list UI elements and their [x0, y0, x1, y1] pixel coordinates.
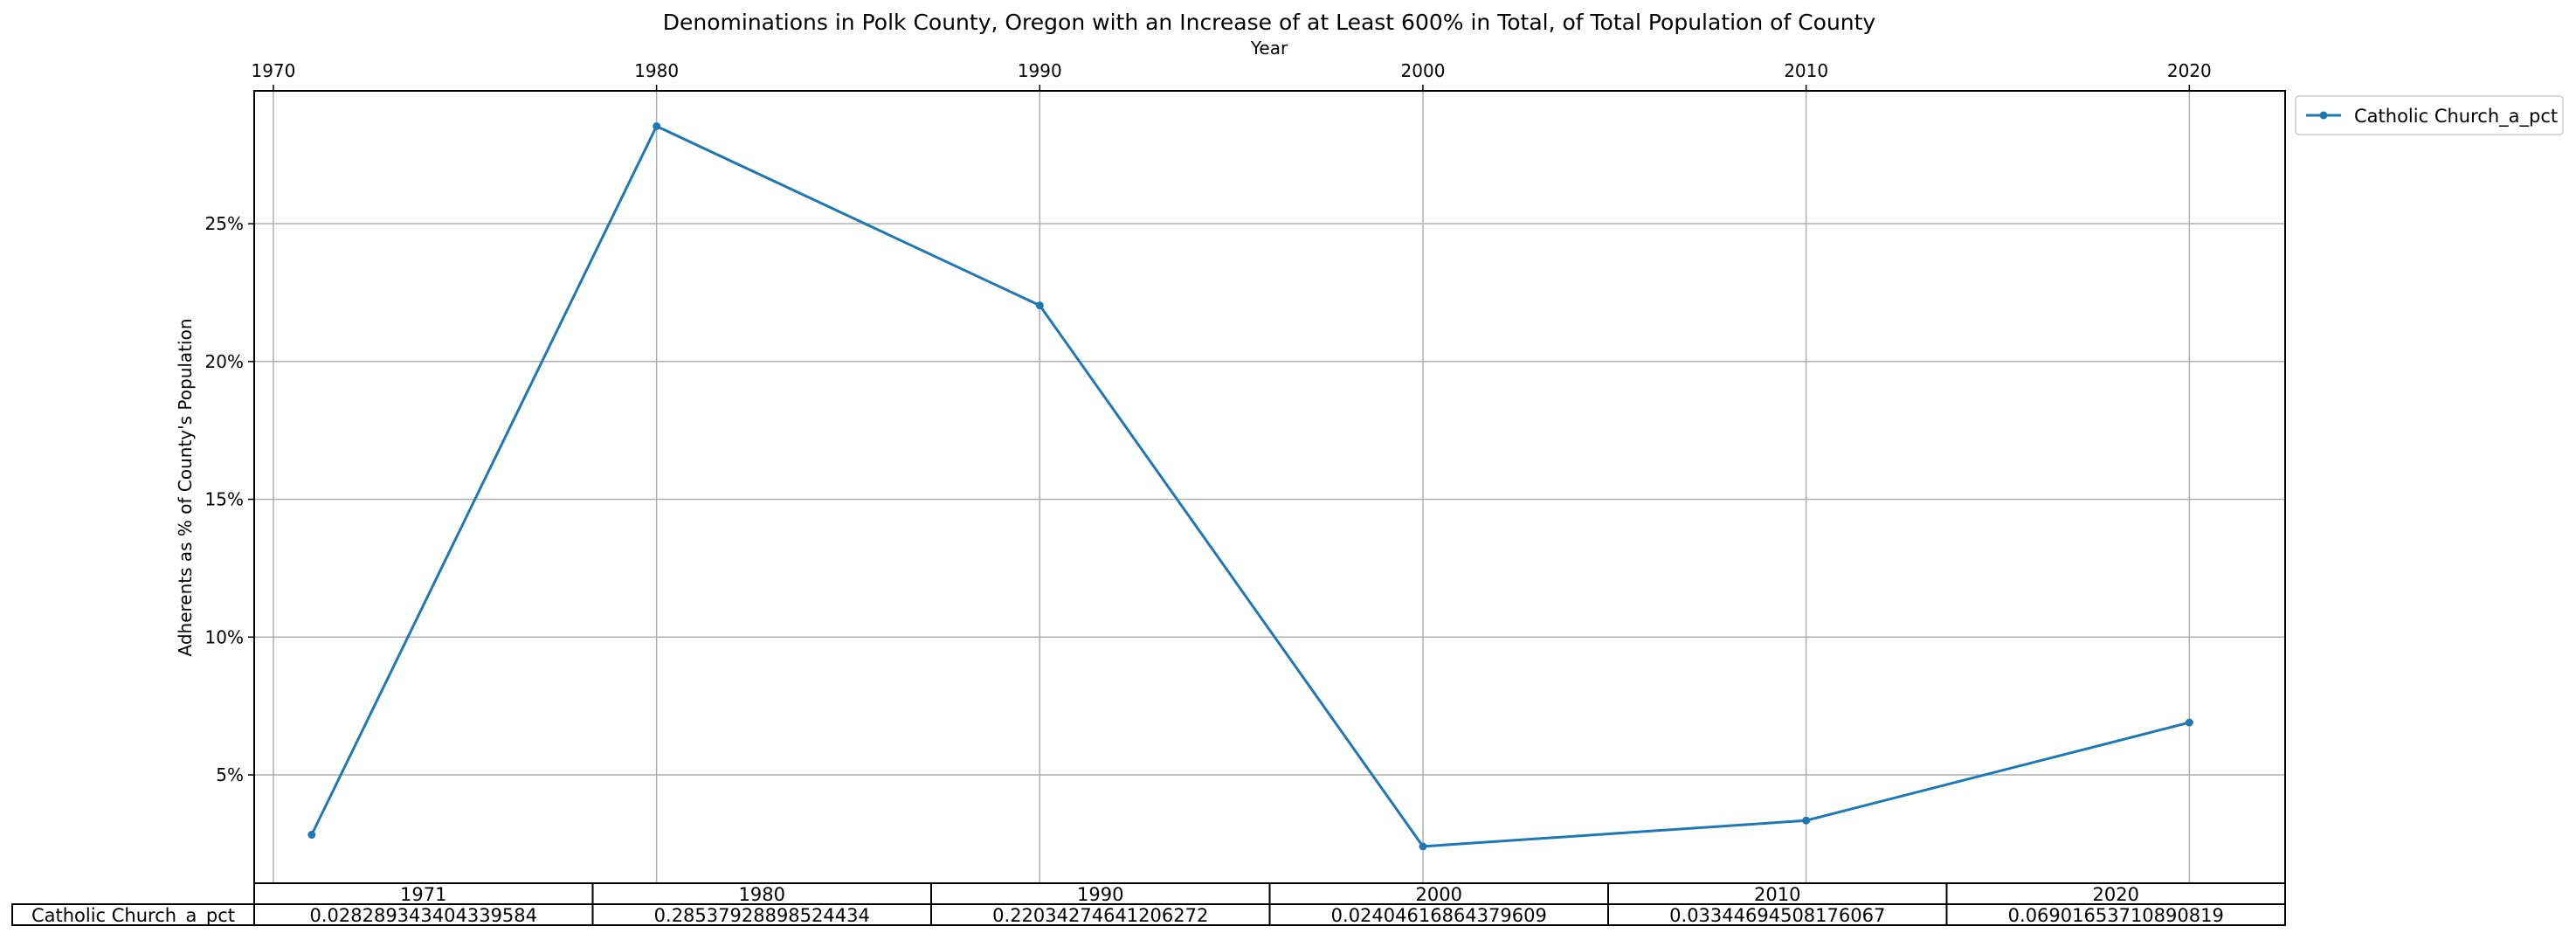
series-line: [310, 124, 2190, 848]
plot-area-frame: [253, 90, 2286, 884]
table-col-header: 1990: [1077, 884, 1123, 905]
table-cell: 0.06901653710890819: [2008, 905, 2224, 926]
y-tick-label: 15%: [205, 489, 244, 510]
table-cell: 0.22034274641206272: [992, 905, 1208, 926]
x-tick-label: 1980: [634, 60, 679, 81]
table-col-header: 1980: [739, 884, 785, 905]
table-col-header: 2010: [1754, 884, 1800, 905]
data-point: [2185, 718, 2193, 727]
table-cell: 0.02404616864379609: [1331, 905, 1547, 926]
table-row-label: Catholic Church_a_pct: [31, 905, 235, 927]
table-col-header: 2020: [2093, 884, 2139, 905]
table-cell: 0.28537928898524434: [654, 905, 870, 926]
data-point: [1802, 816, 1811, 825]
x-tick-label: 2010: [1784, 60, 1828, 81]
y-axis-title: Adherents as % of County's Population: [175, 318, 196, 656]
x-axis-top: 1970 1980 1990 2000 2010 2020: [251, 60, 2212, 91]
y-axis: 5% 10% 15% 20% 25%: [205, 213, 254, 785]
table-data-row: [11, 903, 2286, 926]
x-tick-label: 1970: [251, 60, 295, 81]
y-tick-label: 20%: [205, 351, 244, 372]
x-tick-label: 2000: [1401, 60, 1446, 81]
y-tick-label: 5%: [216, 764, 244, 785]
legend: Catholic Church_a_pct: [2295, 95, 2564, 135]
x-tick-label: 2020: [2167, 60, 2212, 81]
table-cell: 0.03344694508176067: [1669, 905, 1885, 926]
series-group: [307, 121, 2193, 851]
legend-frame: [2295, 95, 2564, 135]
grid: [254, 91, 2285, 883]
x-tick-label: 1990: [1018, 60, 1062, 81]
table-col-header: 1971: [400, 884, 446, 905]
y-tick-label: 10%: [205, 626, 244, 647]
chart-title: Denominations in Polk County, Oregon wit…: [663, 10, 1876, 35]
data-point: [1419, 842, 1427, 851]
legend-label: Catholic Church_a_pct: [2354, 106, 2558, 128]
x-axis-title: Year: [1250, 38, 1288, 59]
table-cell: 0.028289343404339584: [309, 905, 537, 926]
data-point: [653, 121, 661, 130]
data-point: [1035, 301, 1044, 310]
table-col-header: 2000: [1416, 884, 1462, 905]
legend-marker-icon: [2319, 111, 2328, 120]
y-tick-label: 25%: [205, 213, 244, 234]
data-point: [307, 831, 316, 840]
